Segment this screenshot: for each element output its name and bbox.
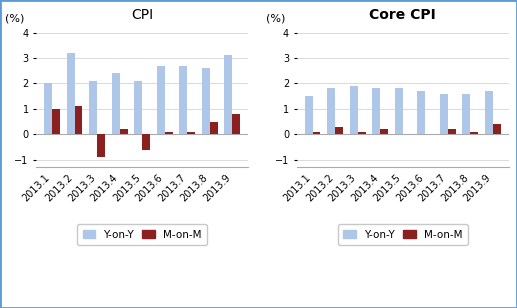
Bar: [493, 124, 501, 134]
Bar: [485, 91, 493, 134]
Legend: Y-on-Y, M-on-M: Y-on-Y, M-on-M: [338, 224, 467, 245]
Title: CPI: CPI: [131, 8, 153, 22]
Bar: [44, 83, 52, 134]
Bar: [232, 114, 240, 134]
Bar: [358, 132, 366, 134]
Bar: [395, 88, 403, 134]
Bar: [112, 73, 119, 134]
Bar: [89, 81, 97, 134]
Bar: [440, 94, 448, 134]
Bar: [327, 88, 335, 134]
Bar: [67, 53, 74, 134]
Bar: [119, 129, 128, 134]
Bar: [187, 132, 195, 134]
Bar: [142, 134, 150, 149]
Bar: [134, 81, 142, 134]
Bar: [74, 106, 82, 134]
Bar: [97, 134, 105, 157]
Bar: [165, 132, 173, 134]
Bar: [463, 94, 470, 134]
Bar: [202, 68, 210, 134]
Bar: [470, 132, 478, 134]
Bar: [335, 127, 343, 134]
Bar: [313, 132, 321, 134]
Bar: [350, 86, 358, 134]
Bar: [417, 91, 425, 134]
Bar: [52, 109, 60, 134]
Bar: [210, 122, 218, 134]
Title: Core CPI: Core CPI: [369, 8, 436, 22]
Y-axis label: (%): (%): [5, 14, 25, 23]
Bar: [305, 96, 313, 134]
Bar: [179, 66, 187, 134]
Bar: [372, 88, 380, 134]
Bar: [157, 66, 165, 134]
Y-axis label: (%): (%): [266, 14, 285, 23]
Bar: [380, 129, 388, 134]
Legend: Y-on-Y, M-on-M: Y-on-Y, M-on-M: [78, 224, 207, 245]
Bar: [448, 129, 455, 134]
Bar: [224, 55, 232, 134]
